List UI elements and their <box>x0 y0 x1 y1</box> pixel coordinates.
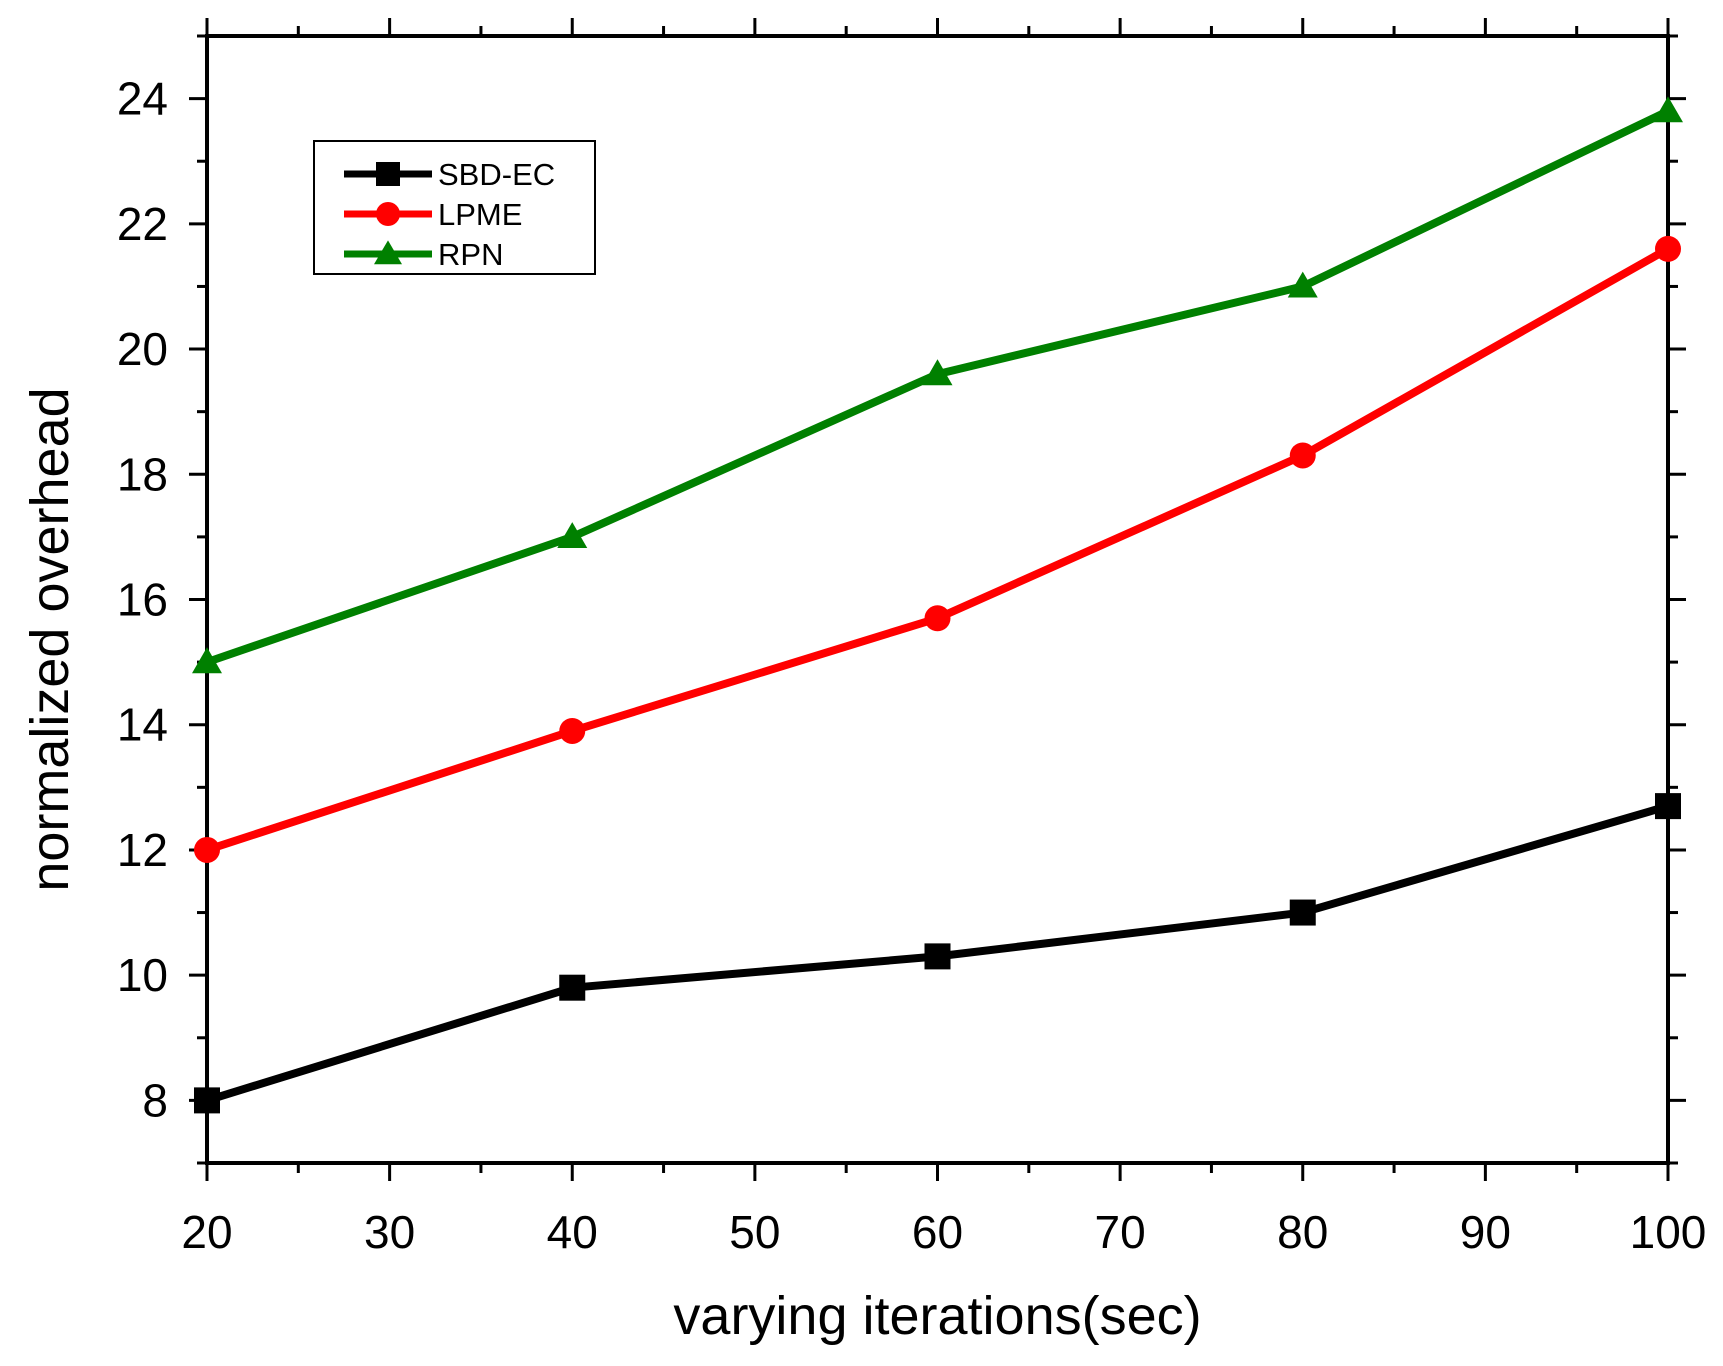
data-point <box>1655 793 1681 820</box>
legend-item: RPN <box>344 237 503 272</box>
data-point <box>557 522 588 549</box>
x-tick-label: 30 <box>364 1206 415 1258</box>
y-tick-label: 22 <box>117 198 168 250</box>
x-tick-label: 80 <box>1277 1206 1328 1258</box>
y-tick-label: 14 <box>117 699 168 751</box>
data-point <box>194 1087 220 1114</box>
x-tick-label: 90 <box>1460 1206 1511 1258</box>
y-axis-label: normalized overhead <box>20 387 80 891</box>
x-tick-label: 50 <box>729 1206 780 1258</box>
data-point <box>924 605 951 632</box>
data-point <box>922 359 953 386</box>
series-layer <box>192 96 1683 1114</box>
x-tick-label: 70 <box>1095 1206 1146 1258</box>
series-sbd-ec <box>194 793 1681 1114</box>
data-point <box>559 974 586 1001</box>
x-tick-labels: 20 30 40 50 60 70 80 90 100 <box>181 1206 1706 1258</box>
y-tick-label: 20 <box>117 323 168 375</box>
y-tick-label: 18 <box>117 448 168 500</box>
x-tick-label: 20 <box>181 1206 232 1258</box>
y-tick-label: 10 <box>117 949 168 1001</box>
legend-marker <box>376 162 400 186</box>
y-tick-labels: 8 10 12 14 16 18 20 22 24 <box>117 73 168 1127</box>
y-tick-label: 12 <box>117 824 168 876</box>
data-point <box>1289 442 1316 469</box>
x-tick-label: 100 <box>1630 1206 1707 1258</box>
data-point <box>1287 271 1318 298</box>
legend-label: RPN <box>438 237 503 272</box>
legend-label: LPME <box>438 197 522 232</box>
y-tick-label: 8 <box>142 1074 168 1126</box>
data-point <box>1655 235 1681 262</box>
x-tick-label: 60 <box>912 1206 963 1258</box>
data-point <box>1289 899 1316 926</box>
series-rpn <box>192 96 1683 674</box>
legend-label: SBD-EC <box>438 157 555 192</box>
data-point <box>194 836 220 863</box>
x-axis-label: varying iterations(sec) <box>673 1286 1201 1346</box>
series-line <box>205 245 1670 854</box>
data-point <box>924 943 951 970</box>
series-lpme <box>194 235 1681 863</box>
y-tick-label: 24 <box>117 73 168 125</box>
data-point <box>559 717 586 744</box>
legend-marker <box>374 240 402 265</box>
legend-item: LPME <box>344 197 522 232</box>
y-tick-label: 16 <box>117 574 168 626</box>
legend-marker <box>376 202 400 226</box>
x-tick-label: 40 <box>547 1206 598 1258</box>
legend-item: SBD-EC <box>344 157 555 192</box>
data-point <box>192 647 222 674</box>
data-point <box>1653 96 1683 123</box>
legend: SBD-EC LPME RPN <box>313 140 596 275</box>
